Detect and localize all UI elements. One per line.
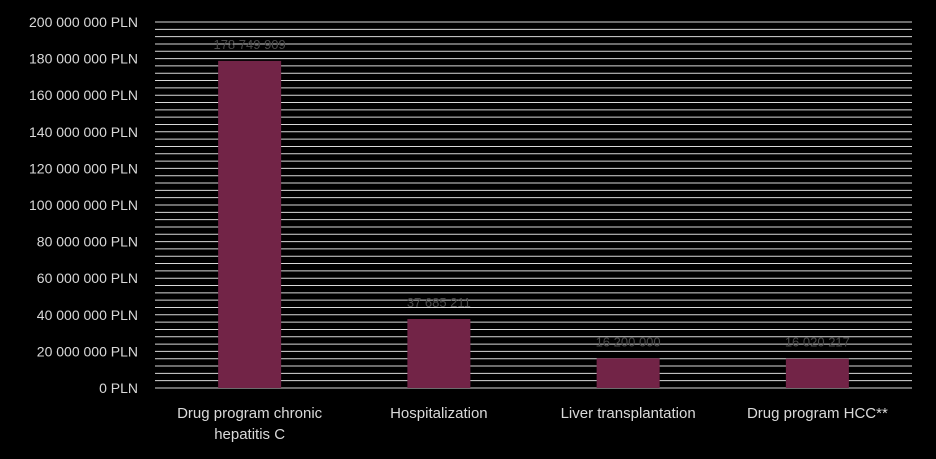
bar: [785, 358, 849, 388]
bars: [218, 60, 849, 388]
bar: [407, 319, 471, 388]
y-tick-label: 180 000 000 PLN: [29, 51, 138, 67]
y-tick-label: 100 000 000 PLN: [29, 197, 138, 213]
x-category-label-line: Drug program HCC**: [747, 405, 888, 422]
data-label: 16 200 000: [596, 334, 661, 349]
y-tick-label: 140 000 000 PLN: [29, 124, 138, 140]
grid-lines: [155, 21, 912, 389]
x-category-label-line: Liver transplantation: [561, 405, 696, 422]
data-labels: 178 749 909 37 685 211 16 200 000 16 020 21…: [213, 37, 849, 350]
bar: [218, 60, 282, 388]
y-tick-label: 20 000 000 PLN: [37, 343, 138, 359]
x-category-label: Drug program HCC**: [747, 405, 888, 422]
y-tick-label: 60 000 000 PLN: [37, 270, 138, 286]
data-label: 16 020 217: [785, 335, 850, 350]
x-category-label-line: hepatitis C: [214, 426, 285, 443]
y-tick-label: 200 000 000 PLN: [29, 14, 138, 30]
bar: [596, 358, 660, 388]
data-label: 37 685 211: [407, 295, 471, 310]
x-category-label: Hospitalization: [390, 405, 488, 422]
x-category-label-line: Hospitalization: [390, 405, 488, 422]
data-label: 178 749 909: [213, 37, 285, 52]
y-tick-label: 80 000 000 PLN: [37, 234, 138, 250]
y-tick-label: 160 000 000 PLN: [29, 87, 138, 103]
y-axis-ticks: 0 PLN 20 000 000 PLN 40 000 000 PLN 60 000 …: [29, 14, 138, 396]
x-category-label: Liver transplantation: [561, 405, 696, 422]
y-tick-label: 40 000 000 PLN: [37, 307, 138, 323]
y-tick-label: 120 000 000 PLN: [29, 160, 138, 176]
y-tick-label: 0 PLN: [99, 380, 138, 396]
x-axis-categories: Drug program chronic hepatitis C Hospitali…: [177, 405, 888, 443]
x-category-label: Drug program chronic hepatitis C: [177, 405, 323, 443]
x-category-label-line: Drug program chronic: [177, 405, 323, 422]
